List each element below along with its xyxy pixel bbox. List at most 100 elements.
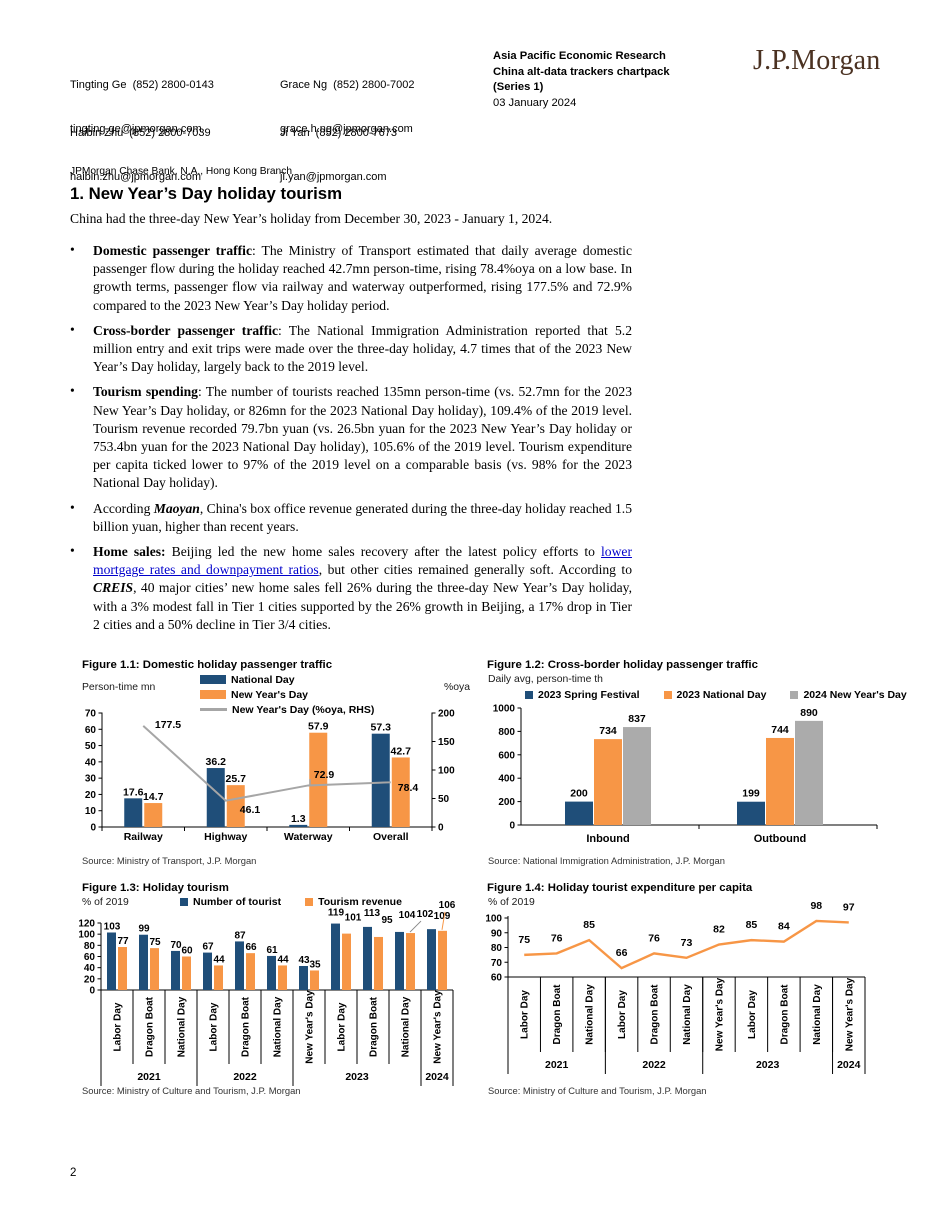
page-number: 2	[70, 1167, 77, 1179]
bar-segment	[766, 737, 794, 825]
contact-email[interactable]: tingting.ge@jpmorgan.com	[70, 122, 202, 135]
axis-tick-label: 120	[78, 919, 95, 930]
figure-title: Figure 1.2: Cross-border holiday passeng…	[487, 659, 758, 671]
bar-segment	[363, 926, 372, 990]
figure-1-2: Figure 1.2: Cross-border holiday passeng…	[487, 659, 907, 877]
axis-tick-label: 50	[438, 794, 450, 805]
legend-label: New Year's Day	[231, 688, 309, 701]
data-label: 890	[800, 707, 818, 719]
label-leader	[409, 920, 422, 933]
legend-label: Number of tourist	[193, 896, 282, 908]
legend-label: 2023 National Day	[676, 689, 767, 701]
data-label: 103	[104, 921, 121, 932]
figure-subtitle: % of 2019	[488, 897, 535, 908]
chart-plot: 60 70 80 90 100 Labor Day Dragon Boat National …	[485, 900, 866, 1074]
legend-item: National Day	[200, 672, 374, 687]
figure-subtitle: Daily avg, person-time th	[488, 674, 603, 685]
contact-email[interactable]: haibin.zhu@jpmorgan.com	[70, 170, 202, 183]
axis-tick-label: 100	[485, 914, 502, 925]
bullet-marker: •	[70, 383, 75, 399]
bar-segment	[289, 824, 308, 827]
data-label: 57.3	[371, 722, 392, 734]
bar-segment	[309, 732, 328, 827]
data-label: 61	[266, 945, 278, 956]
bar-segment	[246, 953, 255, 990]
data-label: 84	[778, 921, 790, 933]
data-label: 76	[648, 932, 660, 944]
data-label: 70	[170, 940, 182, 951]
data-label: 1.3	[291, 813, 306, 825]
figure-title: Figure 1.4: Holiday tourist expenditure …	[487, 882, 753, 894]
axis-tick-label: 40	[85, 757, 97, 768]
legend-swatch	[790, 691, 799, 699]
data-label: 104	[399, 910, 416, 921]
category-label: Labor Day	[617, 990, 628, 1039]
data-label: 76	[551, 932, 563, 944]
category-label: Labor Day	[747, 990, 758, 1039]
data-label: 744	[771, 724, 789, 736]
data-label: 102	[417, 909, 434, 920]
category-label: New Year's Day	[714, 977, 725, 1051]
bullet-item: • Cross-border passenger traffic: The Nat…	[70, 322, 632, 377]
bullet-list: • Domestic passenger traffic: The Ministr…	[70, 242, 632, 641]
bullet-marker: •	[70, 543, 75, 559]
bar-segment	[565, 801, 593, 825]
legend-item: Tourism revenue	[305, 896, 402, 908]
bullet-marker: •	[70, 321, 75, 337]
bar-segment	[182, 956, 191, 990]
category-label: Dragon Boat	[650, 984, 661, 1045]
inline-link[interactable]: lower mortgage rates and downpayment rat…	[93, 544, 632, 578]
axis-tick-label: 0	[438, 823, 444, 834]
bar-segment	[395, 931, 404, 990]
figure-1-1: Figure 1.1: Domestic holiday passenger t…	[80, 659, 470, 877]
legend-label: Tourism revenue	[318, 896, 402, 908]
bullet-item: • Domestic passenger traffic: The Ministr…	[70, 242, 632, 315]
data-label: 82	[713, 924, 725, 936]
data-label: 25.7	[226, 773, 247, 785]
data-label: 75	[518, 934, 530, 946]
legend-label: 2023 Spring Festival	[538, 689, 640, 701]
contact-block-2: Grace Ng (852) 2800-7002 grace.h.ng@jpmo…	[280, 49, 415, 165]
figure-source: Source: Ministry of Culture and Tourism,…	[488, 1085, 707, 1096]
data-label: 113	[364, 908, 381, 919]
axis-tick-label: 70	[491, 958, 503, 969]
text-segment: , China's box office revenue generated d…	[93, 500, 632, 534]
legend-item: New Year's Day (%oya, RHS)	[200, 702, 374, 717]
category-label: National Day	[812, 984, 823, 1045]
text-segment: , but other cities remained generally so…	[318, 562, 632, 578]
contact-email[interactable]: ji.yan@jpmorgan.com	[280, 170, 387, 183]
bar-segment	[299, 965, 308, 990]
category-label: Labor Day	[520, 990, 531, 1039]
legend-swatch	[200, 708, 227, 711]
report-date: 03 January 2024	[493, 96, 577, 109]
legend-item: New Year's Day	[200, 687, 374, 702]
bar-segment	[226, 785, 245, 827]
text-segment: : The number of tourists reached 135mn p…	[93, 384, 632, 491]
category-label: New Year's Day	[433, 990, 444, 1064]
bar-segment	[342, 933, 351, 990]
axis-tick-label: 20	[85, 790, 97, 801]
axis-tick-label: 0	[90, 823, 96, 834]
category-label: Labor Day	[113, 1002, 124, 1051]
contact-email[interactable]: grace.h.ng@jpmorgan.com	[280, 122, 413, 135]
bullet-item: • Tourism spending: The number of tourist…	[70, 383, 632, 492]
data-label: 14.7	[143, 791, 164, 803]
legend-swatch	[525, 691, 533, 699]
data-label: 60	[181, 946, 193, 957]
data-label: 87	[234, 930, 246, 941]
data-label: 97	[843, 901, 855, 913]
axis-tick-label: 20	[84, 974, 96, 985]
figure-subtitle: % of 2019	[82, 897, 129, 908]
category-label: New Year's Day	[305, 990, 316, 1064]
category-label: Dragon Boat	[552, 984, 563, 1045]
bar-segment	[118, 947, 127, 990]
contact-name-phone: Grace Ng (852) 2800-7002	[280, 79, 415, 91]
category-label: National Day	[177, 996, 188, 1057]
section-heading: 1. New Year’s Day holiday tourism	[70, 184, 343, 203]
text-segment: , 40 major cities’ new home sales fell 2…	[93, 580, 632, 632]
data-label: 99	[138, 924, 150, 935]
legend-item: Number of tourist	[180, 896, 281, 908]
data-label: 67	[202, 942, 214, 953]
bar-segment	[371, 733, 390, 827]
